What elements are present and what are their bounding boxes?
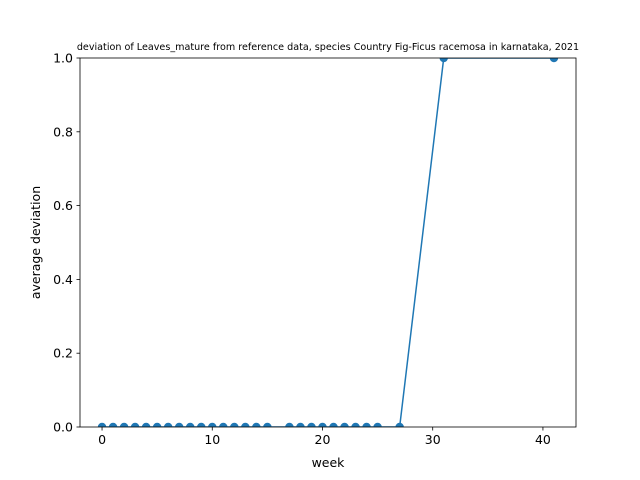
data-point (186, 422, 195, 427)
data-point (296, 422, 305, 427)
data-point (285, 422, 294, 427)
data-point (307, 422, 316, 427)
y-tick-label: 0.4 (53, 272, 73, 287)
data-point (230, 422, 239, 427)
y-tick-label: 1.0 (53, 51, 73, 66)
data-point (208, 422, 217, 427)
data-point (351, 422, 360, 427)
x-tick-label: 10 (204, 432, 220, 447)
data-point (373, 422, 382, 427)
data-point (130, 422, 140, 427)
x-axis-label: week (312, 455, 346, 470)
data-point (318, 422, 327, 427)
y-axis-label: average deviation (28, 186, 43, 299)
data-point (340, 422, 349, 427)
data-point (219, 422, 228, 427)
y-tick-label: 0.8 (53, 124, 73, 139)
data-point (263, 422, 272, 427)
data-point (197, 422, 206, 427)
chart-title: deviation of Leaves_mature from referenc… (77, 42, 579, 53)
data-point (175, 422, 184, 427)
y-tick-label: 0.0 (53, 420, 73, 435)
data-point (241, 422, 250, 427)
x-tick-label: 30 (425, 432, 441, 447)
data-point (252, 422, 261, 427)
data-point (97, 422, 107, 427)
y-tick-label: 0.2 (53, 346, 73, 361)
data-point (163, 422, 173, 427)
plot-frame (79, 57, 577, 428)
y-tick-label: 0.6 (53, 198, 73, 213)
data-point (152, 422, 162, 427)
data-point (141, 422, 151, 427)
data-point (329, 422, 338, 427)
x-tick-label: 0 (98, 432, 106, 447)
data-point (362, 422, 371, 427)
data-point (395, 422, 404, 427)
data-point (439, 58, 448, 63)
data-point (108, 422, 118, 427)
series-line (102, 58, 554, 427)
data-point (119, 422, 129, 427)
x-tick-label: 40 (535, 432, 551, 447)
data-point (549, 58, 559, 63)
x-tick-label: 20 (315, 432, 331, 447)
